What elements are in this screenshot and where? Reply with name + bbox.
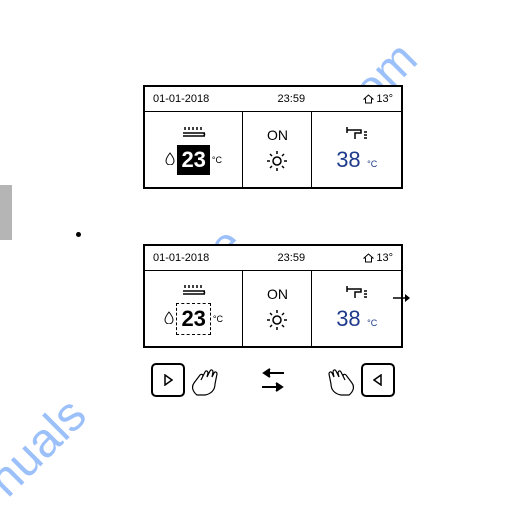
status-bar: 01-01-2018 23:59 13° (145, 87, 401, 112)
arrow-left-icon (262, 368, 284, 378)
hot-water-cell: 38 °C (312, 112, 401, 187)
hot-water-cell: 38 °C (312, 271, 401, 346)
heating-cell: 23 °C (145, 112, 243, 187)
drop-icon (164, 311, 174, 327)
left-button[interactable] (361, 363, 395, 397)
hand-press-icon (189, 360, 233, 400)
house-icon (363, 94, 374, 105)
display-panel-1: 01-01-2018 23:59 13° 23 °C (143, 85, 403, 189)
drop-icon (165, 152, 175, 168)
tap-icon (344, 127, 370, 143)
heating-icon (181, 125, 207, 141)
room-temp-value-selected: 23 (176, 303, 210, 335)
display-panel-2: 01-01-2018 23:59 13° (143, 244, 403, 348)
mode-label: ON (267, 286, 288, 302)
sun-icon (265, 308, 289, 332)
outdoor-temp: 13° (363, 252, 393, 264)
outdoor-temp-value: 13° (376, 93, 393, 105)
play-right-icon (163, 374, 173, 386)
room-temp-value: 23 (177, 145, 209, 175)
watermark-text: nuals (0, 387, 97, 507)
arrow-right-icon (262, 382, 284, 392)
heating-icon (181, 283, 207, 299)
sun-icon (265, 149, 289, 173)
water-temp-unit: °C (367, 318, 377, 328)
water-temp-unit: °C (367, 159, 377, 169)
water-temp-value: 38 (336, 147, 360, 172)
status-bar: 01-01-2018 23:59 13° (145, 246, 401, 271)
nav-arrows (262, 368, 284, 392)
mode-cell: ON (243, 271, 312, 346)
tap-icon (344, 286, 370, 302)
outdoor-temp: 13° (363, 93, 393, 105)
date-label: 01-01-2018 (153, 252, 209, 264)
temp-unit: °C (212, 155, 222, 165)
time-label: 23:59 (259, 252, 323, 264)
temp-unit: °C (213, 314, 223, 324)
house-icon (363, 253, 374, 264)
water-temp-value: 38 (336, 306, 360, 331)
outdoor-temp-value: 13° (376, 252, 393, 264)
date-label: 01-01-2018 (153, 93, 209, 105)
mode-label: ON (267, 127, 288, 143)
page-edge-tab (0, 185, 12, 240)
mode-cell: ON (243, 112, 312, 187)
hand-press-icon (313, 360, 357, 400)
time-label: 23:59 (259, 93, 323, 105)
selection-arrow-icon (393, 293, 411, 303)
heating-cell: 23 °C (145, 271, 243, 346)
right-button[interactable] (151, 363, 185, 397)
bullet-dot (76, 232, 81, 237)
play-left-icon (373, 374, 383, 386)
